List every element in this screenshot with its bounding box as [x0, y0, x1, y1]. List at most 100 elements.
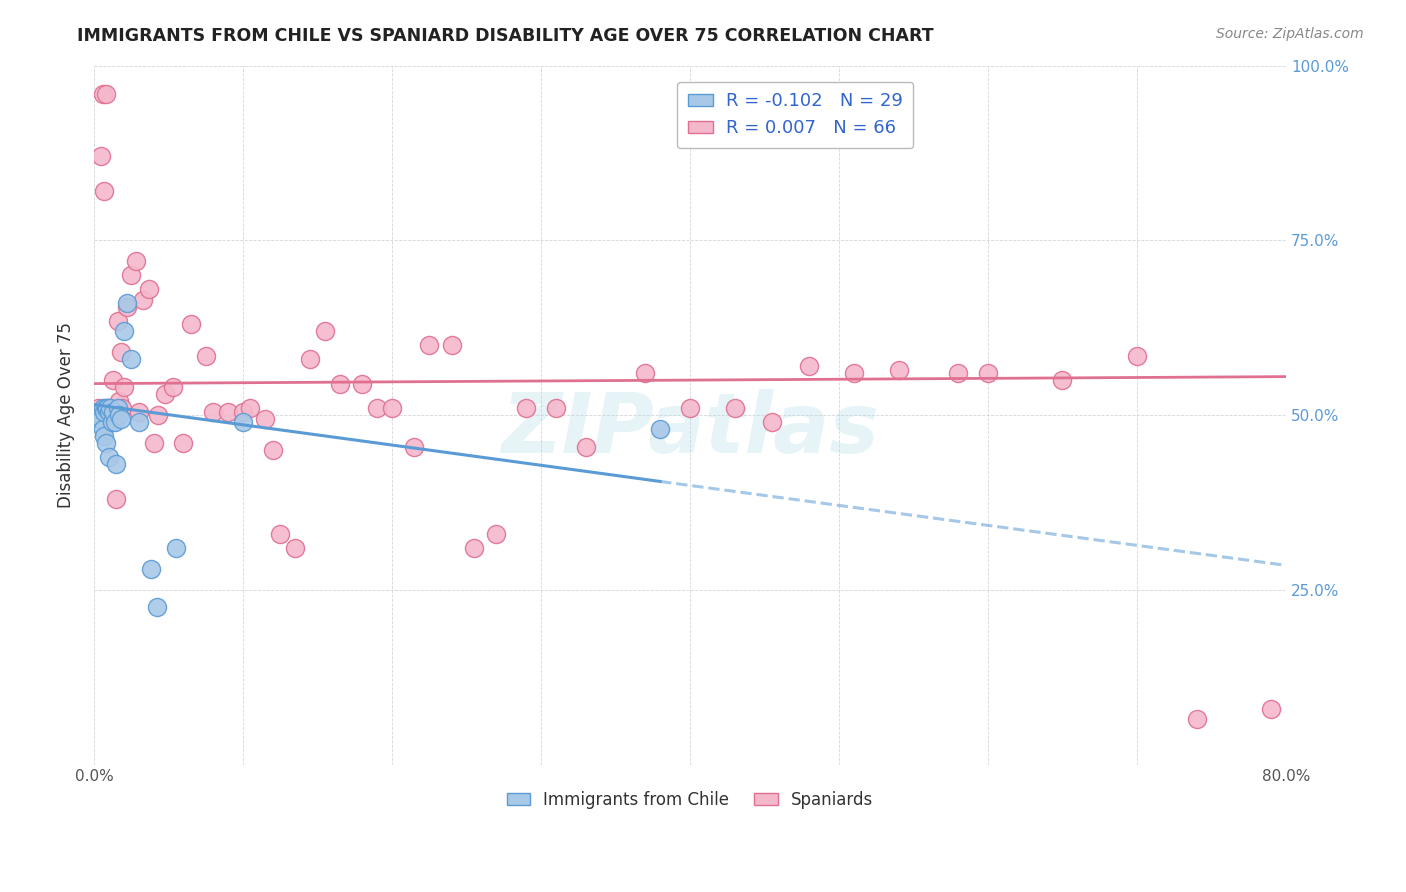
Point — [485, 527, 508, 541]
Y-axis label: Disability Age Over 75: Disability Age Over 75 — [58, 322, 75, 508]
Point — [107, 401, 129, 415]
Point — [329, 376, 352, 391]
Point — [108, 394, 131, 409]
Point — [91, 422, 114, 436]
Point — [120, 268, 142, 283]
Point — [112, 324, 135, 338]
Point — [1185, 712, 1208, 726]
Point — [298, 352, 321, 367]
Point — [138, 282, 160, 296]
Point — [162, 380, 184, 394]
Point — [1126, 349, 1149, 363]
Point — [105, 457, 128, 471]
Point — [115, 296, 138, 310]
Point — [87, 401, 110, 415]
Point — [314, 324, 336, 338]
Point — [97, 450, 120, 464]
Point — [381, 401, 404, 415]
Point — [232, 404, 254, 418]
Point — [105, 491, 128, 506]
Point — [90, 149, 112, 163]
Point — [254, 411, 277, 425]
Point — [165, 541, 187, 555]
Point — [108, 408, 131, 422]
Point — [463, 541, 485, 555]
Point — [1052, 373, 1074, 387]
Point — [418, 338, 440, 352]
Point — [96, 404, 118, 418]
Point — [110, 411, 132, 425]
Point — [544, 401, 567, 415]
Point — [104, 415, 127, 429]
Point — [91, 87, 114, 101]
Point — [120, 352, 142, 367]
Point — [650, 422, 672, 436]
Point — [91, 401, 114, 415]
Point — [128, 415, 150, 429]
Point — [145, 600, 167, 615]
Point — [180, 317, 202, 331]
Point — [101, 404, 124, 418]
Point — [110, 345, 132, 359]
Point — [103, 373, 125, 387]
Point — [115, 300, 138, 314]
Point — [98, 401, 121, 415]
Point — [93, 185, 115, 199]
Point — [146, 408, 169, 422]
Point — [97, 404, 120, 418]
Point — [679, 401, 702, 415]
Point — [142, 436, 165, 450]
Point — [239, 401, 262, 415]
Point — [103, 404, 125, 418]
Point — [724, 401, 747, 415]
Point — [104, 404, 127, 418]
Point — [404, 440, 426, 454]
Point — [155, 387, 177, 401]
Point — [93, 429, 115, 443]
Point — [94, 401, 117, 415]
Point — [797, 359, 820, 373]
Text: Source: ZipAtlas.com: Source: ZipAtlas.com — [1216, 27, 1364, 41]
Point — [977, 366, 1000, 380]
Point — [232, 415, 254, 429]
Point — [284, 541, 307, 555]
Point — [101, 415, 124, 429]
Point — [89, 408, 111, 422]
Point — [87, 404, 110, 418]
Point — [440, 338, 463, 352]
Point — [124, 254, 146, 268]
Legend: Immigrants from Chile, Spaniards: Immigrants from Chile, Spaniards — [501, 784, 880, 815]
Point — [132, 293, 155, 307]
Text: IMMIGRANTS FROM CHILE VS SPANIARD DISABILITY AGE OVER 75 CORRELATION CHART: IMMIGRANTS FROM CHILE VS SPANIARD DISABI… — [77, 27, 934, 45]
Point — [107, 314, 129, 328]
Point — [1260, 701, 1282, 715]
Point — [946, 366, 969, 380]
Point — [89, 404, 111, 418]
Point — [842, 366, 865, 380]
Point — [111, 401, 134, 415]
Point — [761, 415, 783, 429]
Text: ZIPatlas: ZIPatlas — [501, 389, 879, 469]
Point — [97, 401, 120, 415]
Point — [515, 401, 537, 415]
Point — [269, 527, 291, 541]
Point — [112, 380, 135, 394]
Point — [634, 366, 657, 380]
Point — [194, 349, 217, 363]
Point — [575, 440, 598, 454]
Point — [94, 87, 117, 101]
Point — [96, 401, 118, 415]
Point — [366, 401, 388, 415]
Point — [94, 436, 117, 450]
Point — [139, 562, 162, 576]
Point — [262, 442, 284, 457]
Point — [887, 362, 910, 376]
Point — [202, 404, 225, 418]
Point — [217, 404, 239, 418]
Point — [90, 411, 112, 425]
Point — [98, 401, 121, 415]
Point — [172, 436, 194, 450]
Point — [128, 404, 150, 418]
Point — [93, 404, 115, 418]
Point — [352, 376, 374, 391]
